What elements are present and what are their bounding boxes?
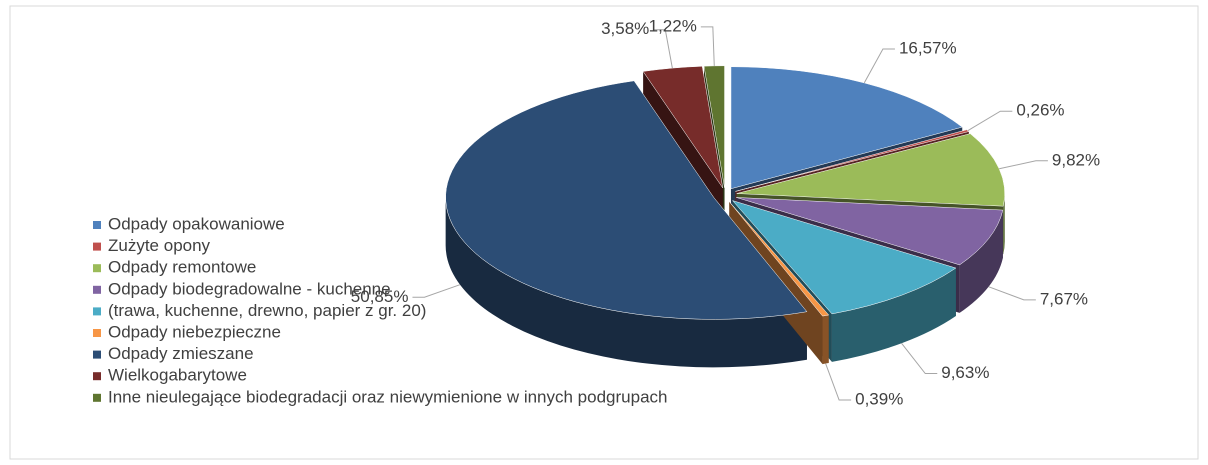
data-label: 50,85% xyxy=(351,287,409,306)
legend-swatch xyxy=(93,242,101,251)
legend-label: Zużyte opony xyxy=(108,236,211,255)
slice xyxy=(703,65,725,188)
legend-label: Odpady remontowe xyxy=(108,258,256,277)
leader-line xyxy=(825,363,852,401)
legend-swatch xyxy=(93,264,101,273)
legend-swatch xyxy=(93,350,101,359)
leader-line xyxy=(863,48,895,84)
slice xyxy=(729,201,830,317)
slice-side xyxy=(445,197,807,368)
legend-label: Inne nieulegające biodegradacji oraz nie… xyxy=(108,387,667,406)
leader-line xyxy=(967,110,1013,132)
slice-side xyxy=(1003,193,1005,255)
slice-side xyxy=(831,268,956,362)
leader-line xyxy=(700,26,715,66)
slice xyxy=(736,133,1005,207)
data-label: 9,63% xyxy=(941,363,989,382)
slice xyxy=(731,200,957,315)
legend-label: Odpady opakowaniowe xyxy=(108,214,285,233)
data-label: 0,39% xyxy=(855,389,903,408)
legend-swatch xyxy=(93,372,101,381)
data-label: 0,26% xyxy=(1016,101,1064,120)
data-label: 16,57% xyxy=(899,39,957,58)
slice xyxy=(736,197,1004,266)
leader-line xyxy=(901,342,938,375)
data-label: 9,82% xyxy=(1052,150,1100,169)
slice xyxy=(730,66,963,190)
slice xyxy=(735,129,970,192)
data-label: 1,22% xyxy=(649,16,697,35)
legend-label: Odpady niebezpieczne xyxy=(108,322,281,341)
legend-swatch xyxy=(93,307,101,316)
leader-line xyxy=(999,160,1048,170)
leader-line xyxy=(412,284,461,298)
slice-side xyxy=(822,315,829,365)
legend-label: Wielkogabarytowe xyxy=(108,366,247,385)
legend-label: (trawa, kuchenne, drewno, papier z gr. 2… xyxy=(108,301,426,320)
slice xyxy=(642,66,723,189)
legend-swatch xyxy=(93,221,101,229)
legend-swatch xyxy=(93,285,101,294)
data-label: 3,58% xyxy=(601,19,649,38)
legend-label: Odpady zmieszane xyxy=(108,344,254,363)
slice-side xyxy=(959,210,1003,313)
slice xyxy=(445,80,808,320)
leader-line xyxy=(653,29,673,69)
legend-label: Odpady biodegradowalne - kuchenne xyxy=(108,279,391,298)
leader-line xyxy=(988,286,1036,301)
data-label: 7,67% xyxy=(1040,289,1088,308)
legend-swatch xyxy=(93,393,101,402)
legend-swatch xyxy=(93,329,101,337)
